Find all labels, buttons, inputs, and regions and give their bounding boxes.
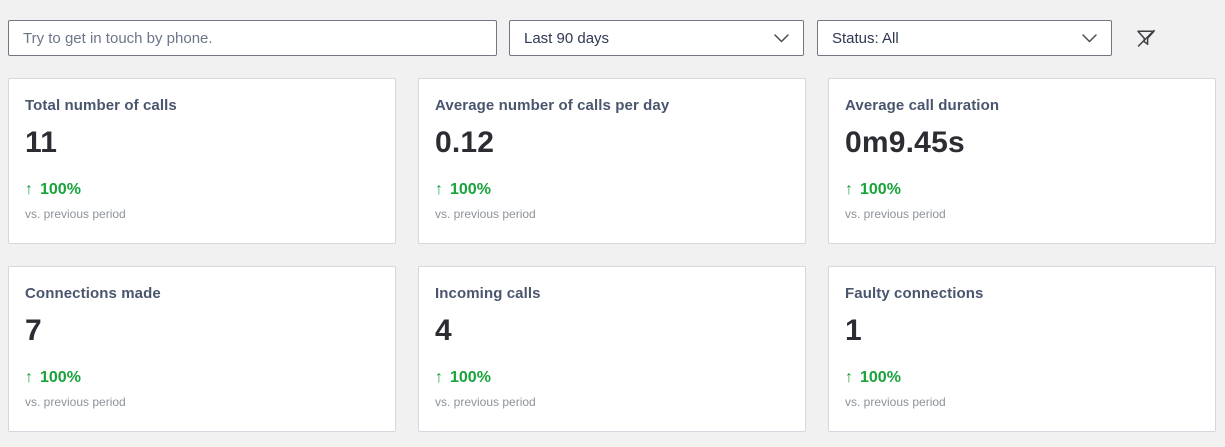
stat-value: 0.12	[435, 126, 495, 159]
delta-percent: 100%	[860, 180, 901, 198]
stats-grid: Total number of calls 11 ↑ 100% vs. prev…	[0, 56, 1225, 432]
delta-percent: 100%	[860, 368, 901, 386]
stat-card-avg-call-duration: Average call duration 0m9.45s ↑ 100% vs.…	[828, 78, 1216, 244]
stat-card-total-calls: Total number of calls 11 ↑ 100% vs. prev…	[8, 78, 396, 244]
stat-title: Average call duration	[845, 97, 1000, 114]
stat-delta: ↑ 100%	[435, 181, 789, 199]
status-select[interactable]: Status: All	[817, 20, 1112, 56]
stat-title: Average number of calls per day	[435, 97, 670, 114]
stat-comparison: vs. previous period	[435, 394, 536, 409]
filter-bar: Last 90 days Status: All	[0, 0, 1225, 56]
search-input[interactable]	[8, 20, 497, 56]
up-arrow-icon: ↑	[25, 368, 33, 386]
stat-value: 11	[25, 126, 58, 159]
stat-card-avg-calls-per-day: Average number of calls per day 0.12 ↑ 1…	[418, 78, 806, 244]
stat-title: Connections made	[25, 285, 161, 302]
stat-title: Incoming calls	[435, 285, 541, 302]
up-arrow-icon: ↑	[845, 180, 853, 198]
delta-percent: 100%	[450, 368, 491, 386]
stat-delta: ↑ 100%	[435, 369, 789, 387]
stat-comparison: vs. previous period	[25, 394, 126, 409]
stat-value: 1	[845, 314, 862, 347]
date-range-select[interactable]: Last 90 days	[509, 20, 804, 56]
clear-filter-icon	[1134, 26, 1158, 50]
stat-title: Faulty connections	[845, 285, 984, 302]
stat-comparison: vs. previous period	[845, 394, 946, 409]
clear-filters-button[interactable]	[1130, 22, 1162, 54]
stat-card-incoming-calls: Incoming calls 4 ↑ 100% vs. previous per…	[418, 266, 806, 432]
stat-value: 0m9.45s	[845, 126, 965, 159]
stat-value: 7	[25, 314, 42, 347]
chevron-down-icon	[774, 33, 789, 43]
stat-value: 4	[435, 314, 452, 347]
stat-delta: ↑ 100%	[25, 181, 379, 199]
up-arrow-icon: ↑	[845, 368, 853, 386]
up-arrow-icon: ↑	[435, 180, 443, 198]
delta-percent: 100%	[40, 180, 81, 198]
delta-percent: 100%	[40, 368, 81, 386]
stat-comparison: vs. previous period	[25, 206, 126, 221]
up-arrow-icon: ↑	[25, 180, 33, 198]
stat-comparison: vs. previous period	[435, 206, 536, 221]
date-range-value: Last 90 days	[524, 29, 610, 47]
stat-card-connections-made: Connections made 7 ↑ 100% vs. previous p…	[8, 266, 396, 432]
stat-delta: ↑ 100%	[25, 369, 379, 387]
stat-delta: ↑ 100%	[845, 181, 1199, 199]
stat-comparison: vs. previous period	[845, 206, 946, 221]
up-arrow-icon: ↑	[435, 368, 443, 386]
stat-title: Total number of calls	[25, 97, 177, 114]
stat-delta: ↑ 100%	[845, 369, 1199, 387]
chevron-down-icon	[1082, 33, 1097, 43]
stat-card-faulty-connections: Faulty connections 1 ↑ 100% vs. previous…	[828, 266, 1216, 432]
delta-percent: 100%	[450, 180, 491, 198]
status-value: Status: All	[832, 29, 899, 47]
